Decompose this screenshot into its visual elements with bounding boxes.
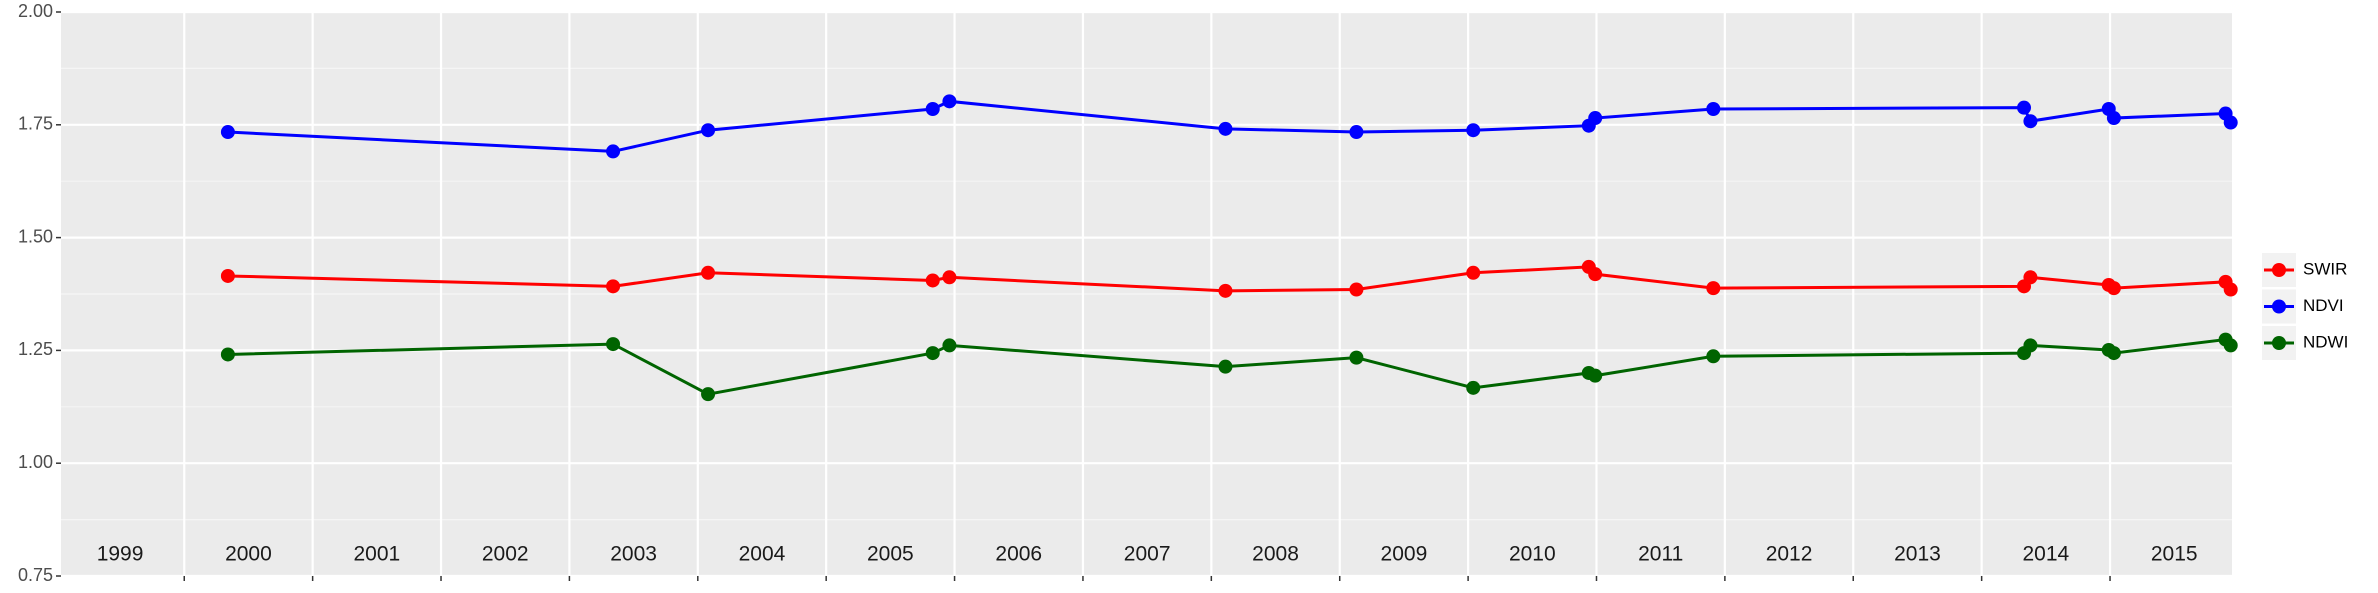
legend-label: NDWI — [2303, 332, 2348, 351]
data-point — [220, 268, 235, 283]
data-point — [1466, 380, 1481, 395]
y-tick-label: 1.50 — [18, 226, 53, 246]
data-point — [701, 123, 716, 138]
year-label: 2003 — [610, 543, 657, 566]
data-point — [701, 265, 716, 280]
year-label: 2005 — [867, 543, 914, 566]
data-point — [2223, 338, 2238, 353]
year-label: 2014 — [2022, 543, 2069, 566]
data-point — [2106, 111, 2121, 126]
data-point — [2017, 100, 2032, 115]
data-point — [606, 144, 621, 159]
data-point — [220, 347, 235, 362]
y-tick-label: 1.75 — [18, 114, 53, 134]
data-point — [1706, 281, 1721, 296]
data-point — [1588, 368, 1603, 383]
data-point — [1349, 125, 1364, 140]
year-label: 1999 — [97, 543, 144, 566]
data-point — [925, 346, 940, 361]
data-point — [925, 273, 940, 288]
legend-point — [2272, 299, 2286, 314]
data-point — [942, 270, 957, 285]
year-label: 2007 — [1124, 543, 1171, 566]
y-tick-label: 2.00 — [18, 1, 53, 21]
data-point — [1588, 111, 1603, 126]
year-label: 2012 — [1766, 543, 1813, 566]
data-point — [1218, 359, 1233, 374]
year-label: 2006 — [995, 543, 1042, 566]
data-point — [2223, 115, 2238, 130]
data-point — [1349, 282, 1364, 297]
data-point — [1218, 121, 1233, 136]
data-point — [2106, 281, 2121, 296]
data-point — [1466, 123, 1481, 138]
data-point — [1706, 102, 1721, 117]
y-tick-label: 1.25 — [18, 339, 53, 359]
data-point — [942, 94, 957, 109]
year-label: 2002 — [482, 543, 529, 566]
year-label: 2000 — [225, 543, 272, 566]
data-point — [925, 102, 940, 117]
year-label: 2004 — [739, 543, 786, 566]
data-point — [1218, 283, 1233, 298]
data-point — [606, 279, 621, 294]
year-label: 2013 — [1894, 543, 1941, 566]
data-point — [1466, 265, 1481, 280]
data-point — [2023, 270, 2038, 285]
data-point — [2106, 346, 2121, 361]
data-point — [2223, 282, 2238, 297]
year-label: 2010 — [1509, 543, 1556, 566]
data-point — [2023, 114, 2038, 129]
data-point — [942, 338, 957, 353]
data-point — [220, 125, 235, 140]
year-label: 2001 — [353, 543, 400, 566]
data-point — [2023, 338, 2038, 353]
y-tick-label: 0.75 — [18, 565, 53, 585]
year-label: 2008 — [1252, 543, 1299, 566]
legend-point — [2272, 263, 2286, 277]
year-label: 2011 — [1638, 543, 1683, 566]
year-label: 2015 — [2151, 543, 2198, 566]
data-point — [1588, 267, 1603, 282]
legend-point — [2272, 336, 2286, 350]
data-point — [606, 337, 621, 352]
data-point — [701, 387, 716, 402]
legend-label: NDVI — [2303, 296, 2344, 315]
data-point — [1349, 350, 1364, 365]
data-point — [1706, 349, 1721, 364]
legend-label: SWIR — [2303, 259, 2347, 278]
year-label: 2009 — [1381, 543, 1428, 566]
y-tick-label: 1.00 — [18, 452, 53, 472]
